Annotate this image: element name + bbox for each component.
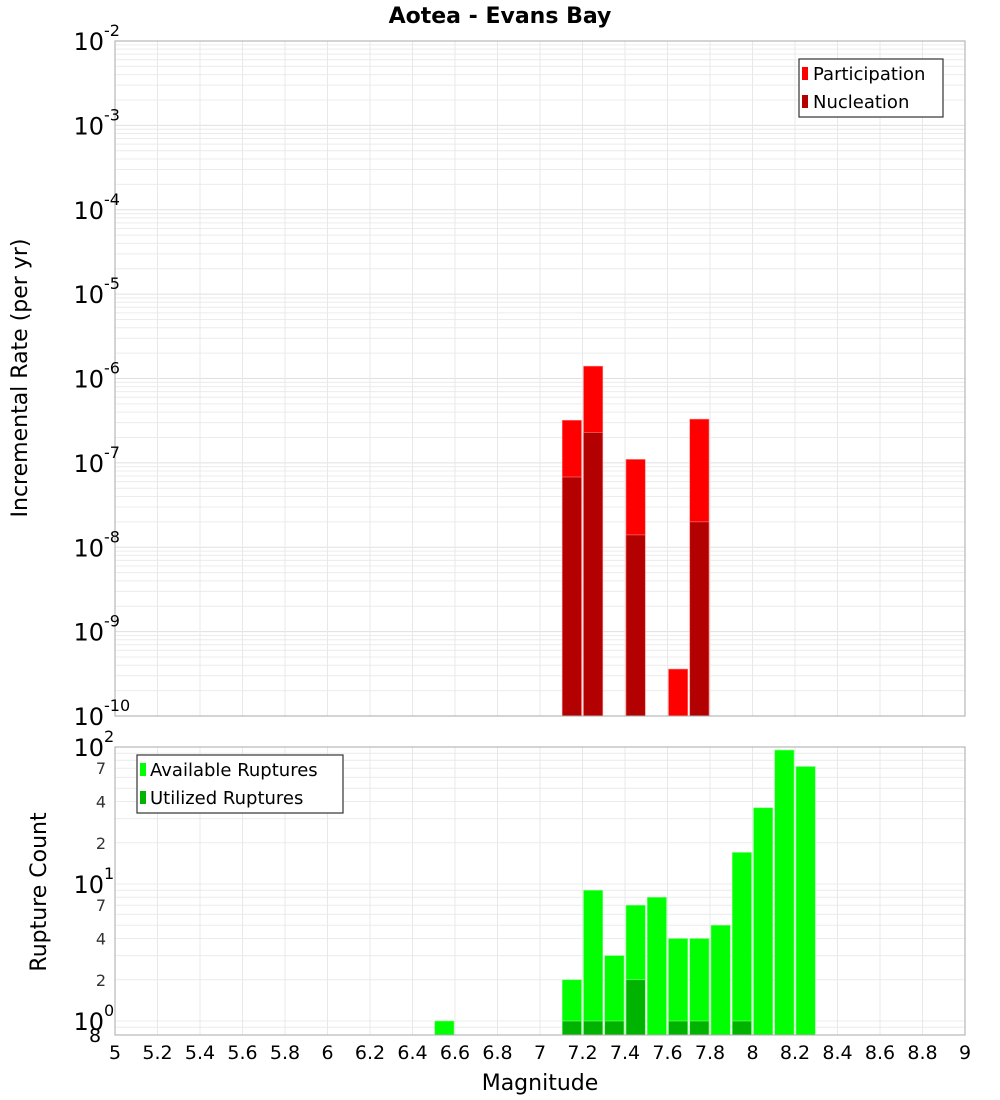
- count-extra-tick: 8: [89, 1025, 101, 1047]
- svg-text:7.8: 7.8: [695, 1042, 725, 1064]
- svg-text:5.2: 5.2: [142, 1042, 172, 1064]
- svg-text:2: 2: [96, 834, 106, 853]
- bar: [775, 750, 794, 1035]
- svg-text:4: 4: [96, 930, 106, 949]
- svg-text:4: 4: [96, 793, 106, 812]
- svg-text:7: 7: [534, 1042, 546, 1064]
- bar: [647, 897, 666, 1035]
- bar: [669, 669, 688, 716]
- count-plot: 102101100742742 8 Rupture Count Availabl…: [27, 727, 971, 1096]
- rate-legend: Participation Nucleation: [799, 59, 943, 117]
- legend-participation: Participation: [813, 64, 925, 85]
- nucleation-swatch: [802, 95, 808, 108]
- svg-text:10: 10: [73, 450, 104, 478]
- svg-text:5.8: 5.8: [270, 1042, 300, 1064]
- bar: [562, 477, 581, 716]
- svg-text:8.4: 8.4: [822, 1042, 852, 1064]
- count-legend: Available Ruptures Utilized Ruptures: [137, 755, 343, 813]
- svg-text:0: 0: [104, 1001, 114, 1020]
- rate-y-ticks: 10-210-310-410-510-610-710-810-910-10: [73, 21, 130, 731]
- svg-text:10: 10: [73, 703, 104, 731]
- svg-text:2: 2: [96, 971, 106, 990]
- count-y-axis-label: Rupture Count: [27, 812, 52, 972]
- bar: [711, 925, 730, 1035]
- bar: [584, 1021, 603, 1035]
- bar: [732, 1021, 751, 1035]
- svg-text:8: 8: [746, 1042, 758, 1064]
- svg-text:7.2: 7.2: [567, 1042, 597, 1064]
- utilized-swatch: [140, 791, 146, 804]
- svg-text:5.4: 5.4: [185, 1042, 215, 1064]
- participation-swatch: [802, 67, 808, 80]
- available-swatch: [140, 763, 146, 776]
- svg-text:-3: -3: [104, 105, 120, 124]
- svg-text:7.6: 7.6: [652, 1042, 682, 1064]
- x-axis-label: Magnitude: [482, 1071, 599, 1096]
- svg-text:6.6: 6.6: [440, 1042, 470, 1064]
- svg-text:10: 10: [73, 734, 104, 762]
- svg-text:6.4: 6.4: [397, 1042, 427, 1064]
- rate-bars: [562, 366, 709, 716]
- bar: [690, 522, 709, 716]
- legend-nucleation: Nucleation: [813, 92, 909, 113]
- svg-text:-9: -9: [104, 612, 120, 631]
- svg-text:10: 10: [73, 619, 104, 647]
- svg-text:10: 10: [73, 871, 104, 899]
- svg-text:2: 2: [104, 727, 114, 746]
- svg-text:8.2: 8.2: [780, 1042, 810, 1064]
- legend-utilized: Utilized Ruptures: [150, 788, 303, 809]
- bar: [754, 808, 773, 1035]
- rate-y-axis-label: Incremental Rate (per yr): [8, 239, 33, 518]
- svg-text:-10: -10: [104, 696, 130, 715]
- bar: [562, 1021, 581, 1035]
- svg-text:10: 10: [73, 28, 104, 56]
- svg-text:10: 10: [73, 197, 104, 225]
- bar: [605, 1021, 624, 1035]
- svg-text:-8: -8: [104, 527, 120, 546]
- svg-text:-7: -7: [104, 443, 120, 462]
- x-ticks: 5 5.2 5.4 5.6 5.8 6 6.2 6.4 6.6 6.8 7 7.2 7.4 7.6 7.8 8…: [109, 1042, 971, 1064]
- bar: [435, 1021, 454, 1035]
- bar: [626, 535, 645, 716]
- svg-text:7: 7: [96, 896, 106, 915]
- bar: [690, 1021, 709, 1035]
- bar: [584, 890, 603, 1035]
- rate-grid: [115, 41, 965, 716]
- svg-text:5.6: 5.6: [227, 1042, 257, 1064]
- bar: [669, 1021, 688, 1035]
- bar: [732, 852, 751, 1035]
- svg-text:10: 10: [73, 281, 104, 309]
- svg-text:10: 10: [73, 112, 104, 140]
- svg-text:10: 10: [73, 366, 104, 394]
- svg-text:7: 7: [96, 759, 106, 778]
- svg-text:10: 10: [73, 534, 104, 562]
- svg-text:6.2: 6.2: [355, 1042, 385, 1064]
- svg-text:7.4: 7.4: [610, 1042, 640, 1064]
- svg-text:6.8: 6.8: [482, 1042, 512, 1064]
- bar: [796, 767, 815, 1035]
- svg-text:8.6: 8.6: [865, 1042, 895, 1064]
- bar: [584, 432, 603, 716]
- chart-title: Aotea - Evans Bay: [389, 4, 612, 29]
- svg-text:6: 6: [321, 1042, 333, 1064]
- count-y-ticks: 102101100742742: [73, 727, 114, 1036]
- svg-text:5: 5: [109, 1042, 121, 1064]
- bar: [626, 980, 645, 1035]
- svg-text:-6: -6: [104, 359, 120, 378]
- svg-text:9: 9: [959, 1042, 971, 1064]
- bar: [690, 939, 709, 1035]
- rate-plot: 10-210-310-410-510-610-710-810-910-10 In…: [8, 21, 965, 731]
- svg-text:-5: -5: [104, 274, 120, 293]
- svg-text:1: 1: [104, 864, 114, 883]
- svg-text:-2: -2: [104, 21, 120, 40]
- legend-available: Available Ruptures: [150, 760, 318, 781]
- svg-text:8.8: 8.8: [907, 1042, 937, 1064]
- chart-canvas: Aotea - Evans Bay 10-210-310-410-510-610…: [0, 0, 1000, 1100]
- bar: [669, 939, 688, 1035]
- svg-text:-4: -4: [104, 190, 120, 209]
